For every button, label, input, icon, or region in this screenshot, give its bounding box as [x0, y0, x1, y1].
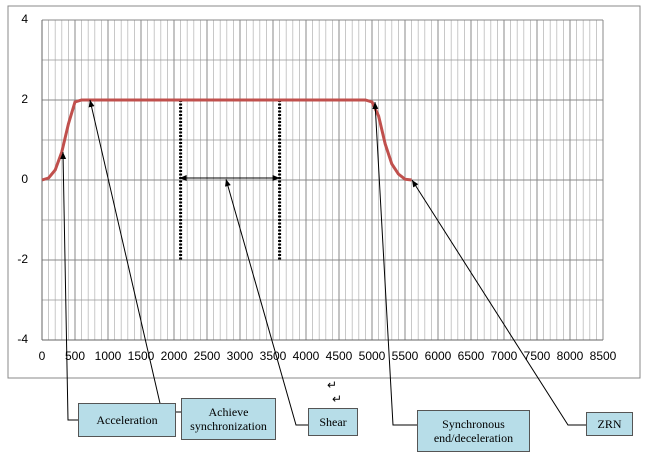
x-tick-label: 4500	[326, 349, 353, 363]
x-tick-label: 7500	[524, 349, 551, 363]
x-tick-label: 3000	[227, 349, 254, 363]
return-mark: ↵	[327, 378, 337, 392]
x-tick-label: 5000	[359, 349, 386, 363]
x-tick-label: 6000	[425, 349, 452, 363]
x-tick-label: 2000	[161, 349, 188, 363]
callout-box: ZRN	[586, 412, 633, 436]
x-tick-label: 5500	[392, 349, 419, 363]
callout-arrow	[411, 179, 586, 426]
callout-arrow	[225, 179, 308, 426]
return-mark: ↵	[332, 392, 342, 406]
x-tick-label: 8500	[590, 349, 617, 363]
line-series	[41, 98, 412, 182]
x-tick-label: 500	[65, 349, 85, 363]
y-tick-label: 4	[21, 12, 28, 26]
x-tick-label: 7000	[491, 349, 518, 363]
callout-arrow	[372, 101, 417, 426]
x-tick-label: 0	[39, 349, 46, 363]
x-tick-label: 8000	[557, 349, 584, 363]
y-tick-label: 0	[21, 172, 28, 186]
x-tick-label: 3500	[260, 349, 287, 363]
callout-box: Synchronous end/deceleration	[417, 410, 530, 452]
x-tick-label: 4000	[293, 349, 320, 363]
x-tick-label: 2500	[194, 349, 221, 363]
y-tick-label: -4	[17, 332, 28, 346]
y-tick-label: 2	[21, 92, 28, 106]
callout-arrow	[60, 151, 78, 421]
callout-box: Shear	[308, 408, 358, 436]
x-tick-label: 6500	[458, 349, 485, 363]
x-tick-label: 1000	[95, 349, 122, 363]
chart-border	[7, 5, 641, 379]
callout-box: Achieve synchronization	[181, 398, 276, 440]
y-tick-label: -2	[17, 252, 28, 266]
callout-box: Acceleration	[78, 403, 176, 437]
